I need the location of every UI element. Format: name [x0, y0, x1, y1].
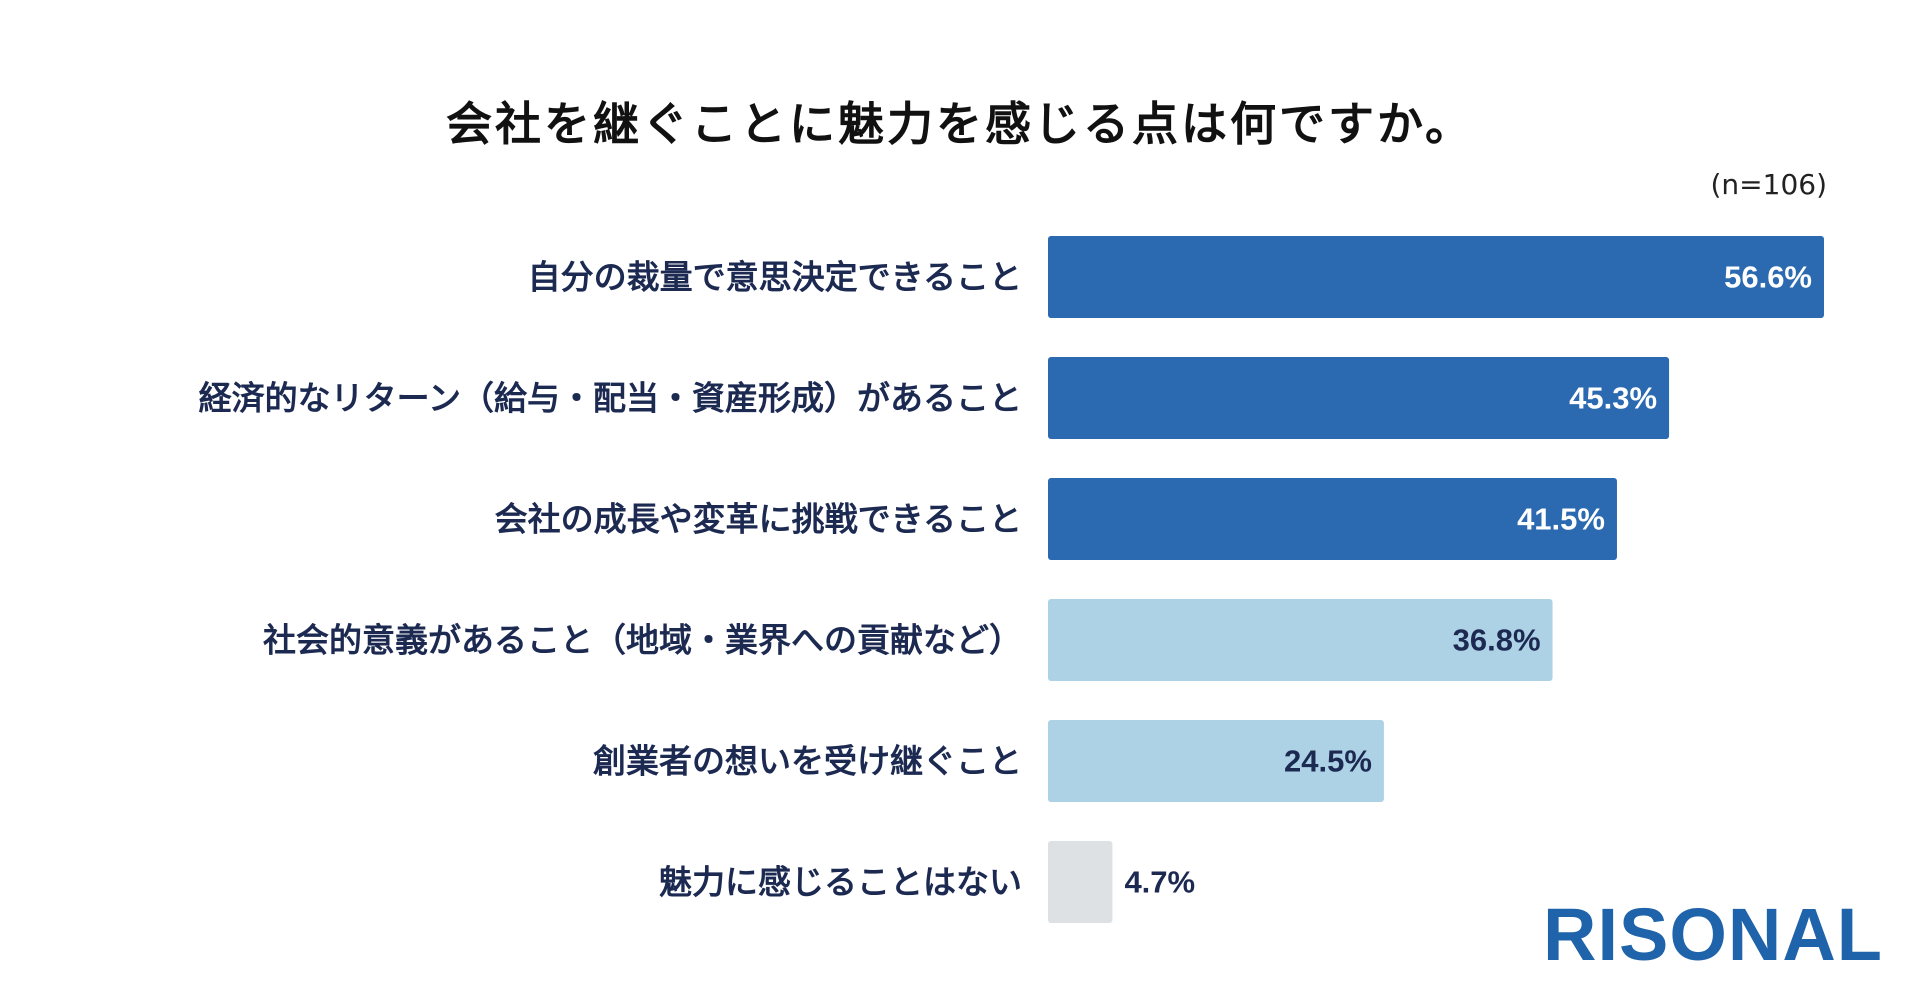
bar-5	[1048, 720, 1384, 802]
value-label-6: 4.7%	[1124, 865, 1195, 900]
value-label-2: 45.3%	[1569, 381, 1657, 416]
sample-size-label: (n=106)	[1710, 168, 1828, 201]
value-label-5: 24.5%	[1284, 744, 1372, 779]
bar-1	[1048, 236, 1824, 318]
category-label-6: 魅力に感じることはない	[659, 863, 1022, 902]
bar-3	[1048, 478, 1617, 560]
bar-6	[1048, 841, 1113, 923]
chart-title: 会社を継ぐことに魅力を感じる点は何ですか。	[445, 97, 1475, 151]
category-label-2: 経済的なリターン（給与・配当・資産形成）があること	[199, 379, 1022, 418]
value-label-4: 36.8%	[1453, 623, 1541, 658]
bar-2	[1048, 357, 1670, 439]
category-label-4: 社会的意義があること（地域・業界への貢献など）	[263, 621, 1022, 660]
bars-group: 自分の裁量で意思決定できること 56.6% 経済的なリターン（給与・配当・資産形成）…	[199, 236, 1824, 923]
category-label-3: 会社の成長や変革に挑戦できること	[495, 500, 1022, 539]
risonal-logo: RISONAL	[1543, 893, 1883, 976]
category-label-1: 自分の裁量で意思決定できること	[528, 258, 1022, 297]
category-label-5: 創業者の想いを受け継ぐこと	[593, 742, 1022, 781]
value-label-1: 56.6%	[1724, 260, 1812, 295]
bar-4	[1048, 599, 1553, 681]
value-label-3: 41.5%	[1517, 502, 1605, 537]
